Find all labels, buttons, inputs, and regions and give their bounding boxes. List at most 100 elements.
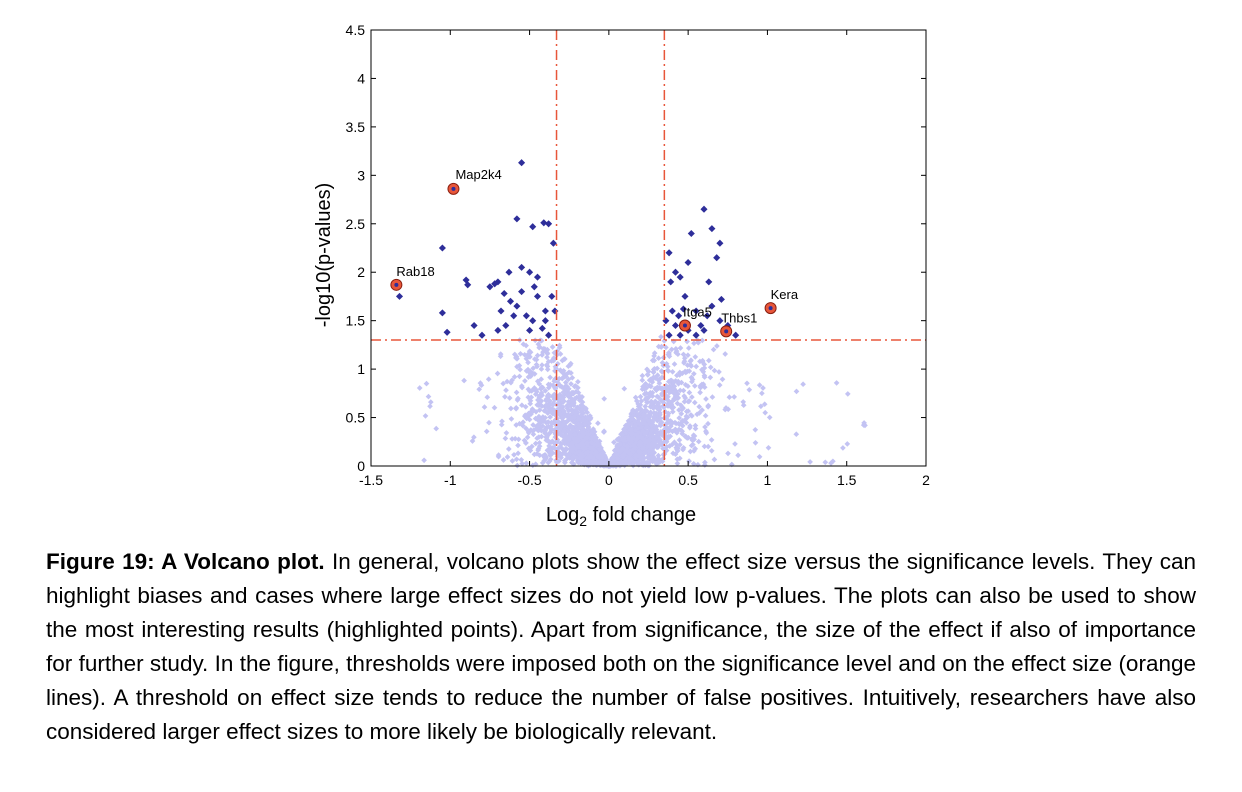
background-point (531, 356, 538, 362)
significant-point (667, 278, 675, 286)
background-point (547, 414, 553, 420)
background-point (548, 439, 554, 446)
background-point (544, 354, 550, 361)
background-point (542, 407, 549, 414)
background-point (666, 351, 672, 357)
background-point (644, 444, 651, 450)
y-tick-label: 3.5 (346, 119, 366, 135)
highlighted-point-core (768, 306, 773, 311)
background-point (522, 440, 529, 446)
significant-point (526, 326, 534, 334)
significant-point (510, 312, 518, 320)
significant-point (713, 254, 721, 262)
background-point (670, 450, 676, 457)
background-point (691, 448, 697, 454)
background-point (525, 445, 532, 452)
background-point (707, 364, 714, 371)
y-tick-label: 4 (357, 70, 365, 86)
background-point (640, 413, 647, 420)
background-point (828, 460, 834, 466)
background-point (744, 380, 750, 387)
background-point (677, 387, 684, 394)
background-point (500, 457, 507, 463)
significant-point (671, 268, 680, 276)
significant-point (538, 324, 546, 332)
background-point (565, 386, 572, 392)
background-point (499, 418, 505, 425)
background-point (765, 444, 772, 451)
background-point (642, 449, 649, 455)
background-point (575, 459, 581, 466)
significant-point (717, 295, 725, 303)
background-point (655, 377, 662, 383)
background-point (678, 410, 685, 417)
background-point (703, 396, 709, 402)
background-point (641, 391, 648, 397)
background-point (578, 451, 585, 457)
background-point (686, 458, 692, 464)
background-point (433, 425, 440, 432)
background-point (746, 386, 753, 393)
background-point (558, 394, 565, 401)
background-point (509, 458, 516, 464)
background-point (495, 453, 502, 460)
background-point (617, 441, 623, 447)
background-point (716, 369, 722, 375)
background-point (615, 460, 621, 467)
background-point (652, 398, 659, 405)
significant-point (665, 331, 673, 339)
x-axis-label-subscript: 2 (579, 513, 587, 529)
volcano-plot: -1.5 -1 -0.5 0 0.5 1 1.5 200.511.522.533.544.5 … (313, 22, 930, 529)
background-point (693, 363, 700, 370)
background-point (686, 389, 693, 396)
background-point (671, 395, 677, 402)
background-point (469, 438, 476, 444)
background-point (668, 346, 675, 353)
background-point (568, 381, 574, 387)
background-point (669, 368, 676, 375)
background-point (508, 405, 514, 412)
background-point (762, 409, 769, 416)
background-point (548, 425, 555, 432)
background-point (689, 394, 695, 400)
background-point (680, 351, 687, 358)
background-point (534, 402, 541, 408)
significant-point (679, 305, 687, 313)
background-point (513, 389, 520, 396)
background-point (690, 460, 697, 467)
background-point (572, 383, 579, 389)
background-point (709, 394, 716, 400)
background-point (690, 441, 696, 448)
background-point (590, 455, 597, 461)
background-point (654, 429, 661, 435)
significant-point (692, 307, 700, 315)
background-point (676, 421, 683, 428)
background-point (647, 436, 654, 443)
background-point (752, 439, 759, 446)
significant-point (513, 215, 521, 223)
gene-label: Thbs1 (721, 310, 757, 325)
background-point (833, 380, 840, 386)
background-point (659, 374, 665, 381)
background-point (587, 415, 594, 421)
background-point (684, 362, 691, 369)
background-point (545, 384, 552, 391)
background-point (648, 377, 655, 383)
significant-point (486, 283, 494, 291)
background-point (613, 445, 620, 452)
x-tick-label: -1.5 (359, 472, 383, 488)
significant-point (491, 280, 499, 288)
background-point (651, 350, 658, 356)
background-point (654, 456, 661, 463)
background-point (588, 439, 595, 446)
significant-point (549, 239, 557, 247)
background-point (539, 362, 545, 368)
background-point (516, 373, 523, 380)
background-point (673, 348, 680, 354)
background-point (659, 431, 665, 438)
significant-point (464, 281, 472, 289)
background-point (561, 428, 568, 435)
background-point (568, 446, 575, 453)
background-point (539, 460, 546, 466)
background-point (685, 345, 692, 351)
